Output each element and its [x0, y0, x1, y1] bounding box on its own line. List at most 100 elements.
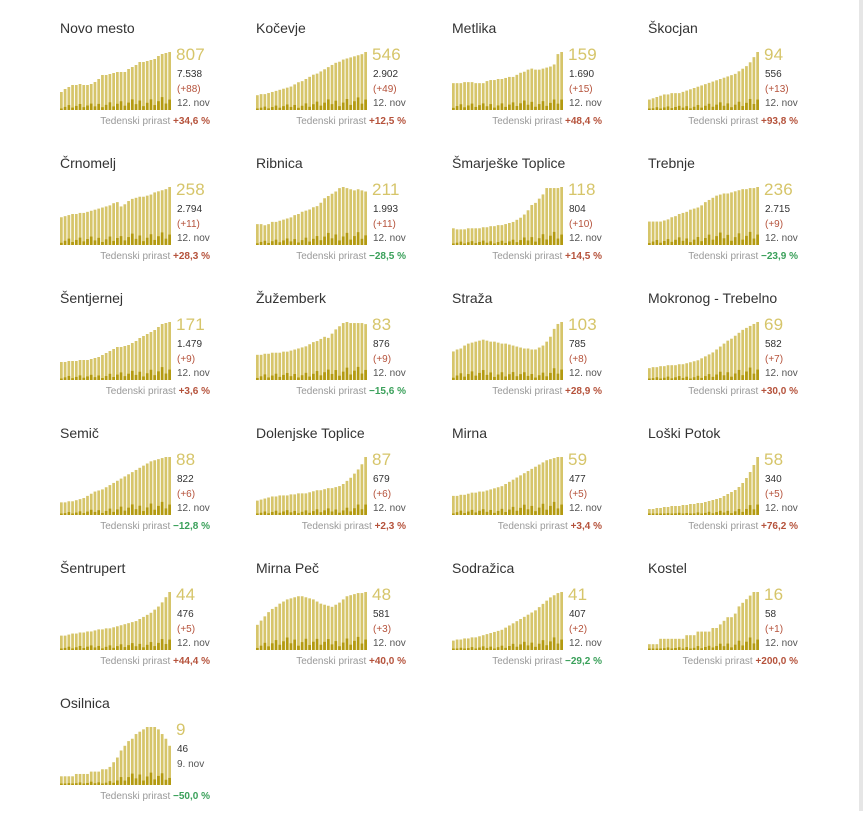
bar [711, 197, 715, 245]
new-cases-bar [659, 108, 662, 110]
scrollbar[interactable] [859, 0, 863, 811]
new-cases-bar [285, 637, 289, 650]
bar [670, 365, 674, 380]
new-cases-bar [707, 234, 711, 245]
new-cases-bar [93, 783, 97, 785]
new-cases-bar [530, 237, 534, 245]
bar [756, 592, 759, 650]
weekly-growth: Tedenski prirast +93,8 % [648, 115, 798, 129]
new-cases-bar [116, 509, 119, 515]
bar [756, 187, 759, 245]
bar [485, 340, 489, 380]
bar [168, 457, 171, 515]
active-cases-value: 103 [568, 315, 597, 334]
new-cases-bar [692, 377, 696, 380]
new-cases-bar [730, 376, 733, 380]
bar [485, 227, 489, 245]
new-cases-bar [515, 376, 519, 380]
active-cases-value: 546 [372, 45, 401, 64]
new-cases-bar [134, 374, 138, 380]
new-cases-bar [89, 103, 93, 110]
new-cases-bar [670, 108, 674, 110]
new-cases-bar [526, 645, 530, 650]
municipality-name: Osilnica [60, 695, 110, 711]
new-cases-bar [330, 373, 334, 380]
bar [485, 490, 489, 515]
bar [360, 323, 364, 380]
weekly-growth-label: Tedenski prirast [492, 656, 563, 667]
new-cases-bar [545, 239, 549, 245]
new-cases-bar [142, 376, 145, 380]
municipality-name: Mokronog - Trebelno [648, 290, 778, 306]
bar [112, 203, 115, 245]
active-cases-value: 118 [568, 180, 596, 199]
new-cases-bar [164, 103, 168, 110]
bar [556, 593, 560, 650]
new-cases-bar [707, 511, 711, 515]
bar [119, 206, 123, 245]
municipality-name: Trebnje [648, 155, 695, 171]
new-cases-bar [153, 375, 157, 380]
new-cases-bar [552, 637, 556, 650]
sparkline-chart [60, 187, 171, 245]
new-cases-bar [478, 105, 481, 110]
bar [700, 631, 703, 650]
new-cases-bar [485, 106, 489, 110]
new-cases-bar [696, 512, 700, 515]
new-cases-bar [722, 375, 726, 380]
new-cases-bar [700, 107, 703, 110]
new-cases-bar [741, 106, 745, 110]
bar [312, 599, 315, 650]
bar [341, 484, 345, 515]
new-cases-bar [700, 241, 703, 245]
bar [101, 489, 104, 515]
bar [71, 214, 74, 245]
bar [689, 504, 692, 515]
bar [496, 79, 500, 110]
new-cases-bar [556, 508, 560, 515]
bar [534, 69, 537, 110]
new-cases-bar [707, 374, 711, 380]
new-cases-bar [338, 375, 341, 380]
new-cases-bar [304, 103, 308, 110]
bar [270, 221, 274, 246]
municipality-card: Ribnica 211 1.993 (+11) 12. nov Tedenski prir… [256, 153, 446, 278]
bar [349, 57, 353, 110]
weekly-growth-value: +200,0 % [755, 656, 798, 667]
new-cases-bar [67, 512, 71, 515]
new-cases-bar [718, 102, 722, 110]
bar [145, 463, 149, 515]
sparkline-chart [452, 322, 563, 380]
total-cases-value: 407 [569, 609, 586, 620]
date-label: 12. nov [569, 638, 602, 649]
new-cases-bar [463, 243, 466, 245]
bar [651, 367, 655, 380]
bar [274, 606, 278, 650]
new-cases-bar [489, 241, 493, 245]
municipality-name: Metlika [452, 20, 497, 36]
new-cases-bar [263, 106, 267, 110]
new-cases-bar [293, 374, 297, 380]
new-cases-bar [752, 238, 756, 245]
bar [319, 202, 323, 245]
new-cases-bar [86, 646, 89, 650]
new-cases-bar [308, 106, 311, 110]
bar [334, 62, 338, 110]
new-cases-bar [670, 513, 674, 515]
bar [138, 62, 142, 110]
bar [522, 473, 526, 515]
bar [304, 346, 308, 380]
new-cases-bar [500, 103, 504, 110]
bar [500, 225, 504, 245]
bar [108, 485, 112, 515]
new-cases-bar [508, 104, 511, 110]
new-cases-bar [730, 240, 733, 245]
new-cases-bar [519, 103, 522, 110]
bar [541, 194, 545, 245]
new-cases-bar [511, 643, 515, 650]
new-cases-bar [537, 507, 541, 515]
bar [149, 612, 153, 650]
bar [466, 343, 470, 380]
new-cases-bar [681, 240, 685, 245]
sparkline-chart [256, 457, 367, 515]
